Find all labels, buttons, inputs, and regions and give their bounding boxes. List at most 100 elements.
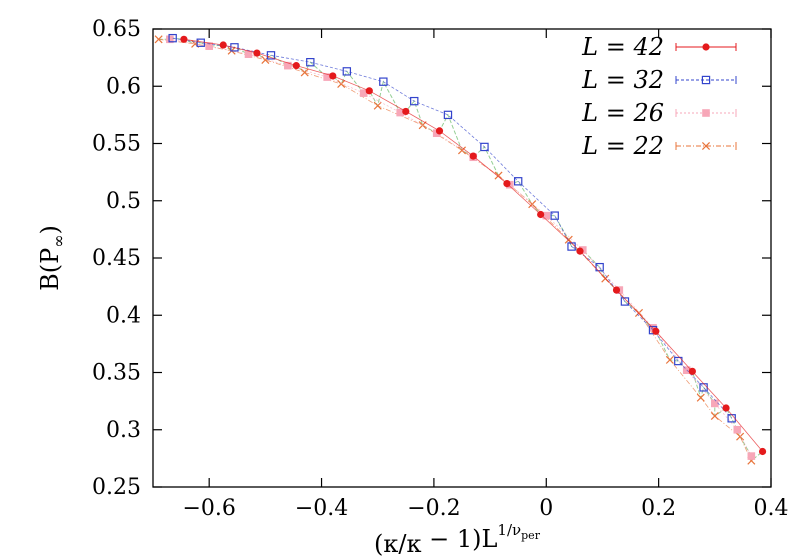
x-axis-label-supsub: per <box>521 529 541 542</box>
data-point <box>665 355 674 364</box>
x-tick-label: 0 <box>539 496 553 521</box>
y-tick-label: 0.5 <box>106 189 141 214</box>
data-point <box>168 33 177 43</box>
data-point <box>537 210 545 219</box>
data-point <box>292 62 300 70</box>
y-tick-label: 0.6 <box>106 74 141 99</box>
x-tick-label: 0.2 <box>641 496 676 521</box>
data-point <box>402 107 410 116</box>
series-line <box>183 38 763 452</box>
data-point <box>710 411 719 421</box>
legend-marker <box>701 141 711 151</box>
data-point <box>196 38 205 47</box>
data-point <box>542 211 551 220</box>
legend-item: L = 26 <box>581 99 737 127</box>
x-axis-label-open: (κ/κ <box>374 530 421 558</box>
data-point <box>595 262 604 272</box>
legend-marker <box>702 43 710 51</box>
series-l-42 <box>180 35 767 456</box>
legend-marker <box>702 109 710 117</box>
data-point <box>564 235 573 244</box>
y-axis-label-sub: ∞ <box>49 234 68 247</box>
data-point <box>674 356 683 366</box>
data-point <box>612 286 621 294</box>
data-point <box>329 72 337 80</box>
data-point <box>230 43 239 52</box>
legend-label: L = 32 <box>581 66 664 94</box>
data-point <box>747 452 756 460</box>
x-axis-label-sup: 1/ν <box>497 521 521 539</box>
y-tick-label: 0.25 <box>92 475 141 500</box>
data-point <box>494 171 503 180</box>
data-point <box>480 142 489 152</box>
data-point <box>733 425 742 434</box>
data-point <box>722 404 730 412</box>
data-point <box>365 87 373 95</box>
x-tick-label: −0.4 <box>295 496 348 521</box>
x-tick-label: −0.2 <box>407 496 460 521</box>
fit-curve <box>158 37 763 462</box>
data-point <box>410 96 419 106</box>
data-point <box>323 73 331 81</box>
fit-curve-layer <box>158 37 763 462</box>
data-point <box>432 129 441 137</box>
y-tick-label: 0.35 <box>92 361 141 386</box>
y-axis-label-close: ) <box>36 225 64 234</box>
data-point <box>443 110 453 120</box>
data-point <box>180 35 188 43</box>
data-point <box>513 177 523 186</box>
y-tick-label: 0.45 <box>92 246 141 271</box>
ticks-layer: −0.6 −0.4 −0.2 0 0.2 0.4 0.25 0.3 0.35 0.4 0.45 0.5… <box>92 17 788 521</box>
plot-frame <box>152 28 772 488</box>
data-point <box>620 297 630 306</box>
series-l-26 <box>166 35 756 460</box>
data-point <box>300 68 309 77</box>
data-point <box>576 247 584 255</box>
data-point <box>359 89 368 97</box>
legend-item: L = 22 <box>581 132 737 160</box>
legend-label: L = 26 <box>581 99 664 127</box>
y-tick-label: 0.55 <box>92 132 141 157</box>
x-tick-label: −0.6 <box>182 496 235 521</box>
x-tick-label: 0.4 <box>754 496 789 521</box>
data-point <box>373 101 382 110</box>
data-point <box>711 399 719 408</box>
data-point <box>688 367 696 375</box>
legend-label: L = 42 <box>581 33 664 61</box>
data-point <box>435 127 444 135</box>
data-point <box>550 211 559 220</box>
data-point <box>337 79 346 88</box>
y-axis-label: B(P∞) <box>36 225 68 291</box>
x-axis-label: (κ/κ − 1)L1/νper <box>374 521 541 558</box>
y-tick-label: 0.4 <box>106 303 141 328</box>
data-point <box>469 152 477 160</box>
y-axis-label-main: B(P <box>36 248 64 291</box>
series-layer <box>154 33 767 465</box>
data-point <box>396 108 404 117</box>
legend-item: L = 32 <box>581 66 737 94</box>
legend-label: L = 22 <box>581 132 664 160</box>
data-point <box>758 447 767 456</box>
series-l-22 <box>154 35 756 465</box>
series-line <box>172 37 732 419</box>
data-point <box>266 51 276 60</box>
data-point <box>696 393 705 402</box>
data-point <box>342 67 352 76</box>
data-point <box>205 42 213 50</box>
data-point <box>284 61 292 70</box>
data-point <box>379 77 388 86</box>
data-point <box>219 41 227 49</box>
data-point <box>244 50 253 58</box>
data-point <box>652 327 660 335</box>
data-point <box>503 179 511 188</box>
data-point <box>154 35 163 44</box>
data-point <box>253 49 261 57</box>
y-tick-label: 0.65 <box>92 17 141 42</box>
x-axis-label-mid: − 1)L <box>421 525 497 553</box>
legend: L = 42 L = 32 L = 26 L = 22 <box>581 33 737 160</box>
legend-marker <box>701 75 711 85</box>
data-point <box>166 35 174 44</box>
y-tick-label: 0.3 <box>106 418 141 443</box>
legend-item: L = 42 <box>581 33 737 61</box>
